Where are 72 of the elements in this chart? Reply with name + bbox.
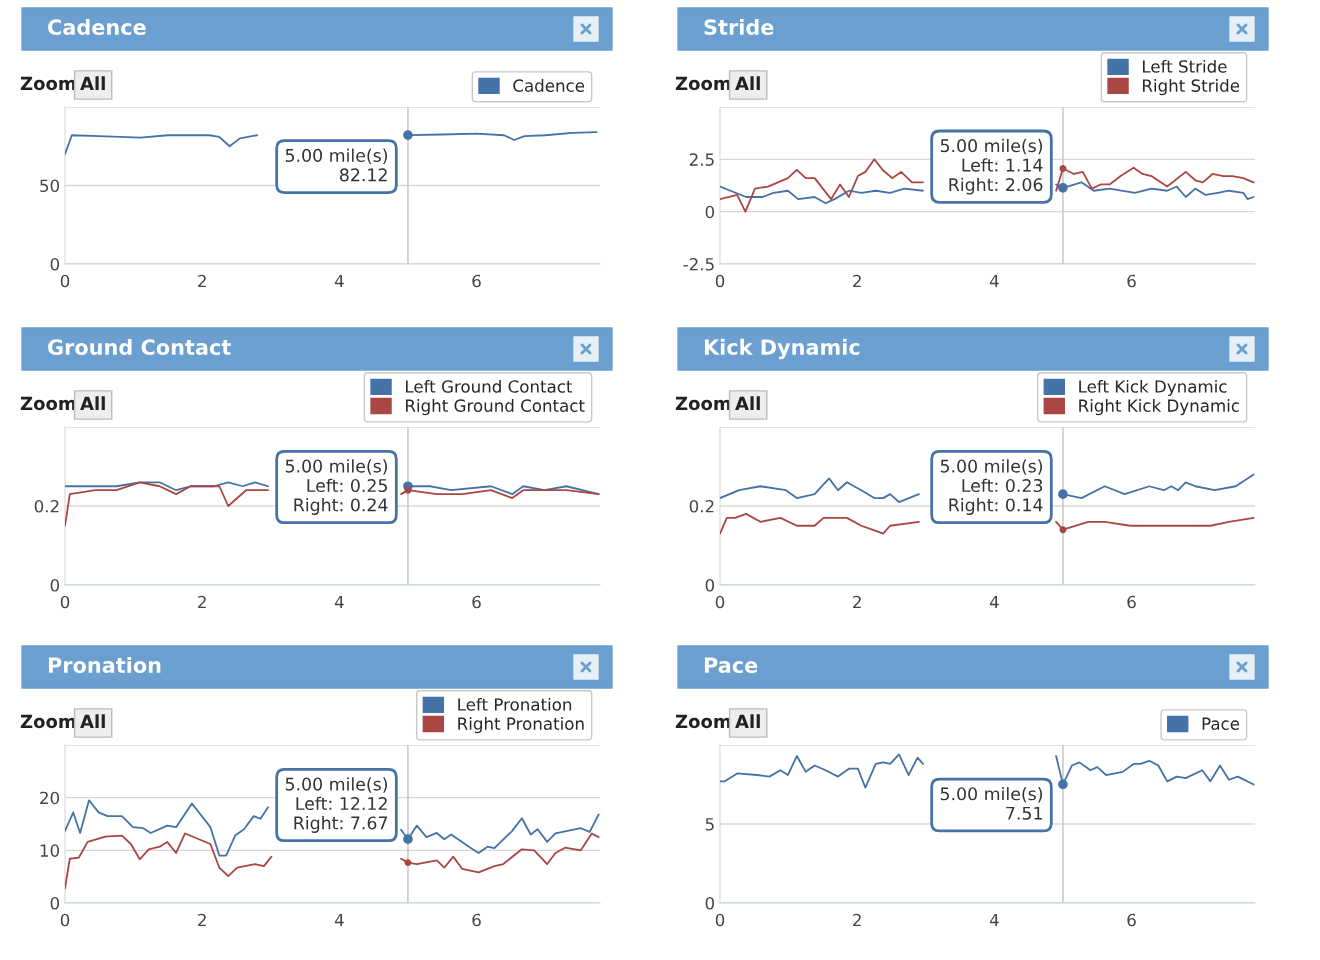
x-tick-label: 0 (60, 913, 70, 927)
legend-label: Pace (1202, 717, 1240, 730)
x-tick-label: 0 (60, 274, 70, 288)
text: Zoom (675, 714, 731, 729)
legend-label: Left Pronation (458, 697, 572, 711)
legend-label: Right Stride (1143, 79, 1240, 96)
x-tick-label: 6 (472, 595, 481, 609)
x-tick-label: 2 (853, 913, 861, 927)
annotation: 5.00 mile(s) Left: 12.12 Right: 7.67 (285, 777, 388, 833)
legend-label: Left Stride (1143, 59, 1227, 73)
x-tick-label: 4 (989, 595, 999, 609)
legend-label: Left Ground Contact (406, 379, 573, 393)
x-tick-label: 4 (334, 274, 344, 288)
y-tick-label: -2.5 (683, 257, 714, 271)
text: All (735, 714, 760, 728)
x-tick-label: 6 (1127, 913, 1136, 927)
x-tick-label: 0 (715, 274, 725, 288)
x-tick-label: 2 (198, 913, 206, 927)
y-tick-label: 50 (40, 179, 60, 193)
chart-title: Ground Contact (48, 338, 231, 356)
text: All (735, 396, 760, 410)
legend-label: Left Kick Dynamic (1079, 379, 1227, 397)
x-tick-label: 0 (715, 595, 725, 609)
annotation: 5.00 mile(s) Left: 1.14 Right: 2.06 (940, 138, 1043, 195)
text: Zoom (675, 396, 731, 411)
x-tick-label: 4 (989, 913, 999, 927)
y-tick-label: 5 (705, 818, 714, 831)
y-tick-label: 0 (705, 205, 715, 219)
x-tick-label: 2 (853, 595, 861, 609)
x-tick-label: 2 (198, 274, 206, 288)
text: Zoom (20, 396, 76, 411)
x-tick-label: 4 (989, 274, 999, 288)
text: Zoom (675, 76, 731, 91)
legend-label: Right Ground Contact (406, 399, 585, 416)
chart-title: Pronation (48, 656, 161, 674)
chart-title: Stride (704, 18, 774, 36)
text: Zoom (20, 76, 76, 91)
legend-label: Right Kick Dynamic (1079, 399, 1239, 416)
chart-title: Cadence (48, 18, 146, 36)
y-tick-label: 0 (50, 896, 60, 910)
y-tick-label: 0.2 (689, 499, 714, 513)
text: Zoom (20, 714, 76, 729)
text: All (735, 76, 760, 90)
y-tick-label: 10 (40, 844, 60, 857)
y-tick-label: 0 (705, 896, 715, 910)
annotation: 5.00 mile(s) Left: 0.25 Right: 0.24 (285, 459, 388, 515)
chart-title: Kick Dynamic (704, 338, 860, 360)
x-tick-label: 6 (472, 274, 481, 288)
legend-label: Right Pronation (458, 717, 584, 734)
legend-label: Cadence (513, 79, 585, 92)
y-tick-label: 2.5 (689, 153, 714, 166)
y-tick-label: 0.2 (34, 499, 59, 513)
chart-title: Pace (704, 657, 758, 674)
y-tick-label: 20 (40, 791, 60, 805)
x-tick-label: 6 (1127, 595, 1136, 609)
x-tick-label: 0 (60, 595, 70, 609)
x-tick-label: 0 (715, 913, 725, 927)
x-tick-label: 2 (853, 274, 861, 288)
text: All (80, 76, 105, 90)
x-tick-label: 4 (334, 913, 344, 927)
y-tick-label: 0 (50, 578, 60, 592)
text: All (80, 714, 105, 728)
y-tick-label: 0 (705, 578, 715, 592)
y-tick-label: 0 (50, 257, 60, 271)
annotation: 5.00 mile(s) Left: 0.23 Right: 0.14 (940, 459, 1043, 515)
x-tick-label: 2 (198, 595, 206, 609)
annotation: 5.00 mile(s) 7.51 (940, 786, 1043, 820)
x-tick-label: 6 (1127, 274, 1136, 288)
x-tick-label: 6 (472, 913, 481, 927)
annotation: 5.00 mile(s) 82.12 (285, 148, 388, 182)
text: All (80, 396, 105, 410)
x-tick-label: 4 (334, 595, 344, 609)
